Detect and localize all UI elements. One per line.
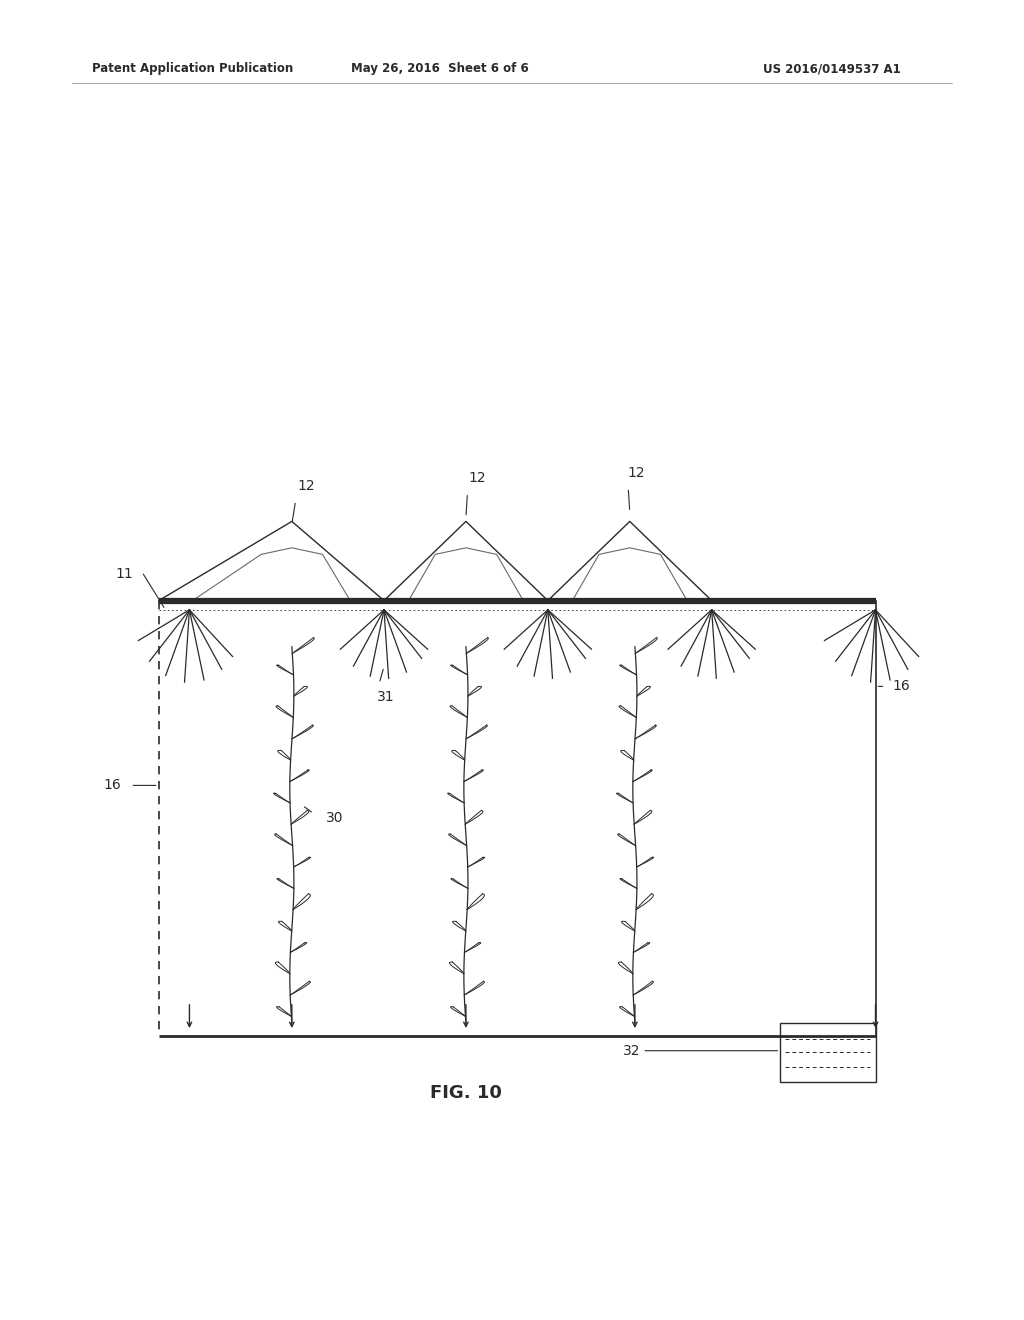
Text: Patent Application Publication: Patent Application Publication	[92, 62, 294, 75]
Text: 30: 30	[326, 812, 343, 825]
Text: 32: 32	[623, 1044, 640, 1057]
Text: 16: 16	[103, 779, 121, 792]
Text: 11: 11	[116, 568, 133, 581]
Text: 12: 12	[628, 466, 645, 479]
Text: 31: 31	[377, 690, 394, 704]
Text: May 26, 2016  Sheet 6 of 6: May 26, 2016 Sheet 6 of 6	[351, 62, 529, 75]
Bar	[780, 1023, 876, 1082]
Text: 12: 12	[468, 471, 485, 484]
Text: FIG. 10: FIG. 10	[430, 1084, 502, 1102]
Text: 16: 16	[893, 680, 910, 693]
Text: 12: 12	[297, 479, 314, 492]
Text: US 2016/0149537 A1: US 2016/0149537 A1	[763, 62, 901, 75]
